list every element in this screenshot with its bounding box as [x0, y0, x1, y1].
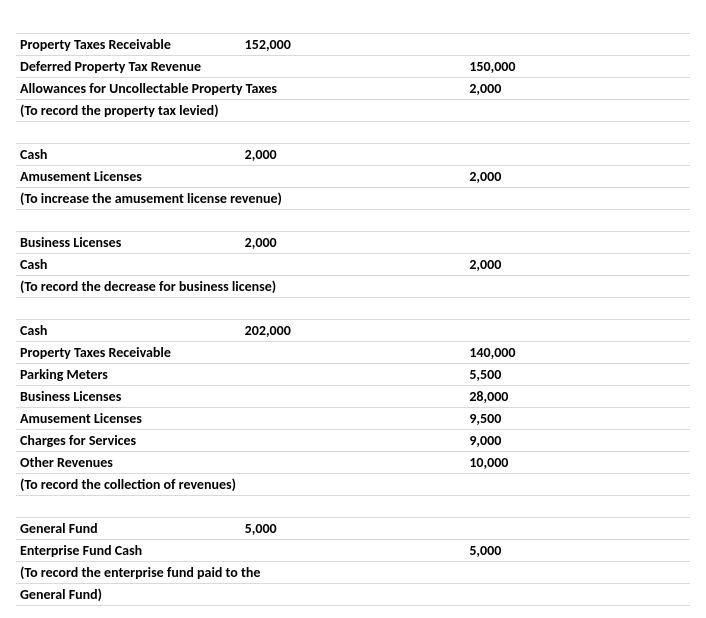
account-description: (To record the decrease for business lic…: [16, 276, 241, 298]
account-description: Property Taxes Receivable: [16, 342, 241, 364]
debit-amount: [241, 562, 466, 584]
debit-amount: [241, 254, 466, 276]
debit-amount: [241, 364, 466, 386]
credit-amount: [465, 562, 690, 584]
table-row: (To increase the amusement license reven…: [16, 188, 690, 210]
account-description: Enterprise Fund Cash: [16, 540, 241, 562]
table-row: Deferred Property Tax Revenue 150,000: [16, 56, 690, 78]
account-description: Deferred Property Tax Revenue: [16, 56, 241, 78]
spacer-row: [16, 12, 690, 34]
table-row: Cash 2,000: [16, 254, 690, 276]
account-description: Cash: [16, 144, 241, 166]
debit-amount: [241, 474, 466, 496]
debit-amount: [241, 430, 466, 452]
account-description: Property Taxes Receivable: [16, 34, 241, 56]
debit-amount: [241, 584, 466, 606]
account-description: General Fund: [16, 518, 241, 540]
credit-amount: 2,000: [465, 78, 690, 100]
table-row: Business Licenses2,000: [16, 232, 690, 254]
table-row: Allowances for Uncollectable Property Ta…: [16, 78, 690, 100]
credit-amount: 2,000: [465, 254, 690, 276]
debit-amount: [241, 408, 466, 430]
spacer-row: [16, 298, 690, 320]
table-row: Amusement Licenses 9,500: [16, 408, 690, 430]
account-description: (To record the collection of revenues): [16, 474, 241, 496]
debit-amount: [241, 452, 466, 474]
debit-amount: 202,000: [241, 320, 466, 342]
spacer-row: [16, 122, 690, 144]
account-description: General Fund): [16, 584, 241, 606]
table-row: Enterprise Fund Cash 5,000: [16, 540, 690, 562]
table-row: (To record the property tax levied): [16, 100, 690, 122]
credit-amount: [465, 320, 690, 342]
account-description: Charges for Services: [16, 430, 241, 452]
credit-amount: 28,000: [465, 386, 690, 408]
table-row: General Fund): [16, 584, 690, 606]
debit-amount: 5,000: [241, 518, 466, 540]
credit-amount: [465, 144, 690, 166]
credit-amount: 9,500: [465, 408, 690, 430]
table-row: Business Licenses 28,000: [16, 386, 690, 408]
credit-amount: 10,000: [465, 452, 690, 474]
debit-amount: [241, 166, 466, 188]
credit-amount: [465, 100, 690, 122]
account-description: Parking Meters: [16, 364, 241, 386]
debit-amount: 2,000: [241, 232, 466, 254]
account-description: (To increase the amusement license reven…: [16, 188, 241, 210]
debit-amount: [241, 56, 466, 78]
credit-amount: 140,000: [465, 342, 690, 364]
account-description: (To record the property tax levied): [16, 100, 241, 122]
account-description: Other Revenues: [16, 452, 241, 474]
credit-amount: 5,000: [465, 540, 690, 562]
account-description: Cash: [16, 320, 241, 342]
debit-amount: 2,000: [241, 144, 466, 166]
account-description: Business Licenses: [16, 232, 241, 254]
account-description: Allowances for Uncollectable Property Ta…: [16, 78, 241, 100]
debit-amount: 152,000: [241, 34, 466, 56]
credit-amount: 150,000: [465, 56, 690, 78]
account-description: Business Licenses: [16, 386, 241, 408]
account-description: (To record the enterprise fund paid to t…: [16, 562, 241, 584]
credit-amount: [465, 584, 690, 606]
table-row: (To record the collection of revenues): [16, 474, 690, 496]
table-row: Other Revenues 10,000: [16, 452, 690, 474]
table-row: Cash2,000: [16, 144, 690, 166]
table-row: Amusement Licenses 2,000: [16, 166, 690, 188]
spacer-row: [16, 496, 690, 518]
credit-amount: 5,500: [465, 364, 690, 386]
spacer-row: [16, 210, 690, 232]
table-row: Property Taxes Receivable152,000: [16, 34, 690, 56]
credit-amount: [465, 188, 690, 210]
credit-amount: 2,000: [465, 166, 690, 188]
table-row: (To record the enterprise fund paid to t…: [16, 562, 690, 584]
debit-amount: [241, 540, 466, 562]
journal-entries-table: Property Taxes Receivable152,000Deferred…: [16, 12, 690, 606]
credit-amount: [465, 276, 690, 298]
table-row: Cash202,000: [16, 320, 690, 342]
credit-amount: [465, 474, 690, 496]
table-row: (To record the decrease for business lic…: [16, 276, 690, 298]
credit-amount: [465, 518, 690, 540]
debit-amount: [241, 342, 466, 364]
account-description: Cash: [16, 254, 241, 276]
credit-amount: [465, 34, 690, 56]
credit-amount: [465, 232, 690, 254]
table-row: Parking Meters 5,500: [16, 364, 690, 386]
debit-amount: [241, 100, 466, 122]
account-description: Amusement Licenses: [16, 408, 241, 430]
debit-amount: [241, 386, 466, 408]
credit-amount: 9,000: [465, 430, 690, 452]
account-description: Amusement Licenses: [16, 166, 241, 188]
table-row: Property Taxes Receivable 140,000: [16, 342, 690, 364]
table-row: Charges for Services 9,000: [16, 430, 690, 452]
table-row: General Fund5,000: [16, 518, 690, 540]
